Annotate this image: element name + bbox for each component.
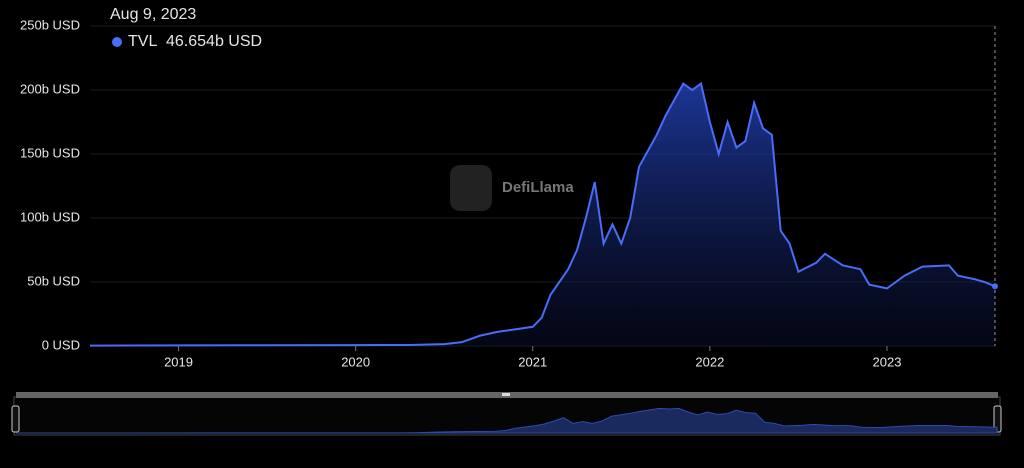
navigator-handle[interactable] (11, 405, 20, 433)
line (89, 81, 996, 347)
watermark: DefiLlama (502, 179, 574, 196)
y-tick-label: 100b USD (20, 209, 80, 224)
y-tick-label: 50b USD (27, 273, 80, 288)
y-tick-label: 200b USD (20, 81, 80, 96)
navigator-grip (502, 393, 510, 396)
watermark-logo (450, 165, 492, 211)
x-tick-label: 2020 (341, 354, 370, 369)
x-tick-label: 2023 (873, 354, 902, 369)
x-tick-label: 2019 (164, 354, 193, 369)
tooltip-date: Aug 9, 2023 (110, 6, 196, 23)
y-tick-label: 0 USD (42, 337, 80, 352)
y-tick-label: 150b USD (20, 145, 80, 160)
y-tick-label: 250b USD (20, 17, 80, 32)
area (90, 83, 995, 346)
x-tick-label: 2022 (695, 354, 724, 369)
tooltip-value: 46.654b USD (166, 33, 262, 50)
navigator-area (16, 407, 998, 434)
tooltip-dot (112, 37, 122, 47)
tooltip-point (992, 283, 998, 290)
x-tick-label: 2021 (518, 354, 547, 369)
tooltip-series: TVL (128, 33, 157, 50)
